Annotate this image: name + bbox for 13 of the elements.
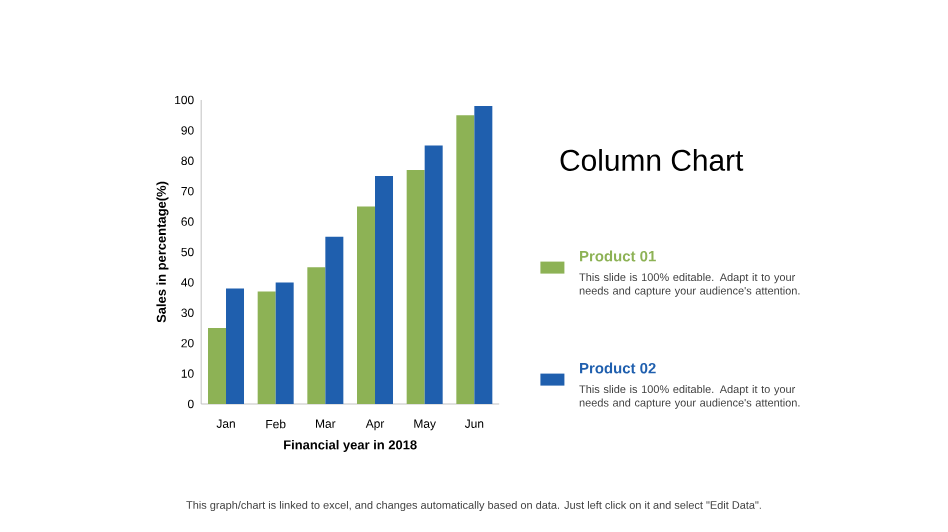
bar [208, 328, 227, 404]
bar [474, 106, 493, 404]
bar [275, 282, 294, 404]
bar [456, 115, 475, 404]
bar [375, 175, 394, 404]
bar [406, 169, 425, 404]
bar [257, 291, 276, 404]
bar [325, 236, 344, 404]
bar [307, 267, 326, 404]
bar [357, 206, 376, 404]
bar [424, 145, 443, 404]
bar [226, 288, 245, 404]
text: Column Chart [560, 149, 744, 171]
